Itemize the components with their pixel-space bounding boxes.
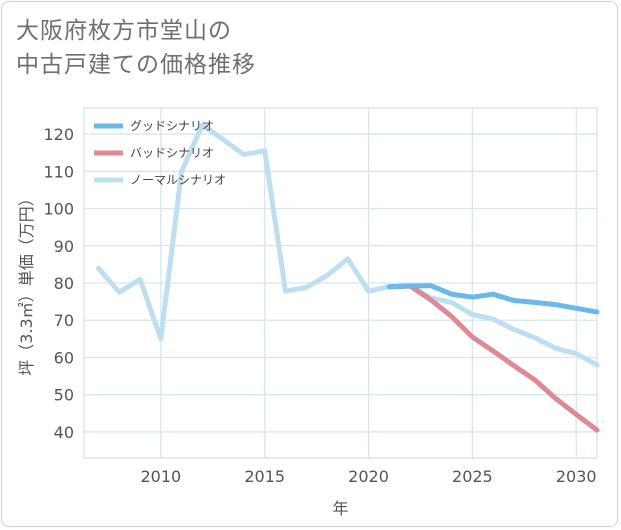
legend-label: バッドシナリオ [130,146,214,160]
y-tick-label: 40 [54,423,74,442]
series-line-2 [386,283,600,433]
y-axis-title: 坪（3.3㎡）単価（万円） [17,190,36,375]
y-tick-label: 90 [54,237,74,256]
legend-label: グッドシナリオ [130,119,214,133]
series-lines [96,122,600,433]
y-tick-label: 70 [54,311,74,330]
grid-lines [84,108,597,458]
x-tick-label: 2015 [244,467,285,486]
y-tick-label: 100 [43,200,74,219]
x-tick-label: 2025 [452,467,493,486]
y-tick-label: 60 [54,348,74,367]
x-axis-ticks: 2010 2015 2020 2025 2030 [140,467,596,486]
y-tick-label: 80 [54,274,74,293]
chart-title: 大阪府枚方市堂山の 中古戸建ての価格推移 [16,18,256,78]
y-tick-label: 120 [43,125,74,144]
y-tick-label: 110 [43,162,74,181]
x-tick-label: 2010 [140,467,181,486]
y-tick-label: 50 [54,386,74,405]
series-line-3 [96,122,600,368]
y-axis-ticks: 40 50 60 70 80 90 100 110 120 [43,125,74,442]
x-tick-label: 2020 [348,467,389,486]
legend-label: ノーマルシナリオ [130,173,226,187]
series-line-1 [386,283,600,315]
x-axis-title: 年 [332,499,348,518]
x-tick-label: 2030 [556,467,597,486]
